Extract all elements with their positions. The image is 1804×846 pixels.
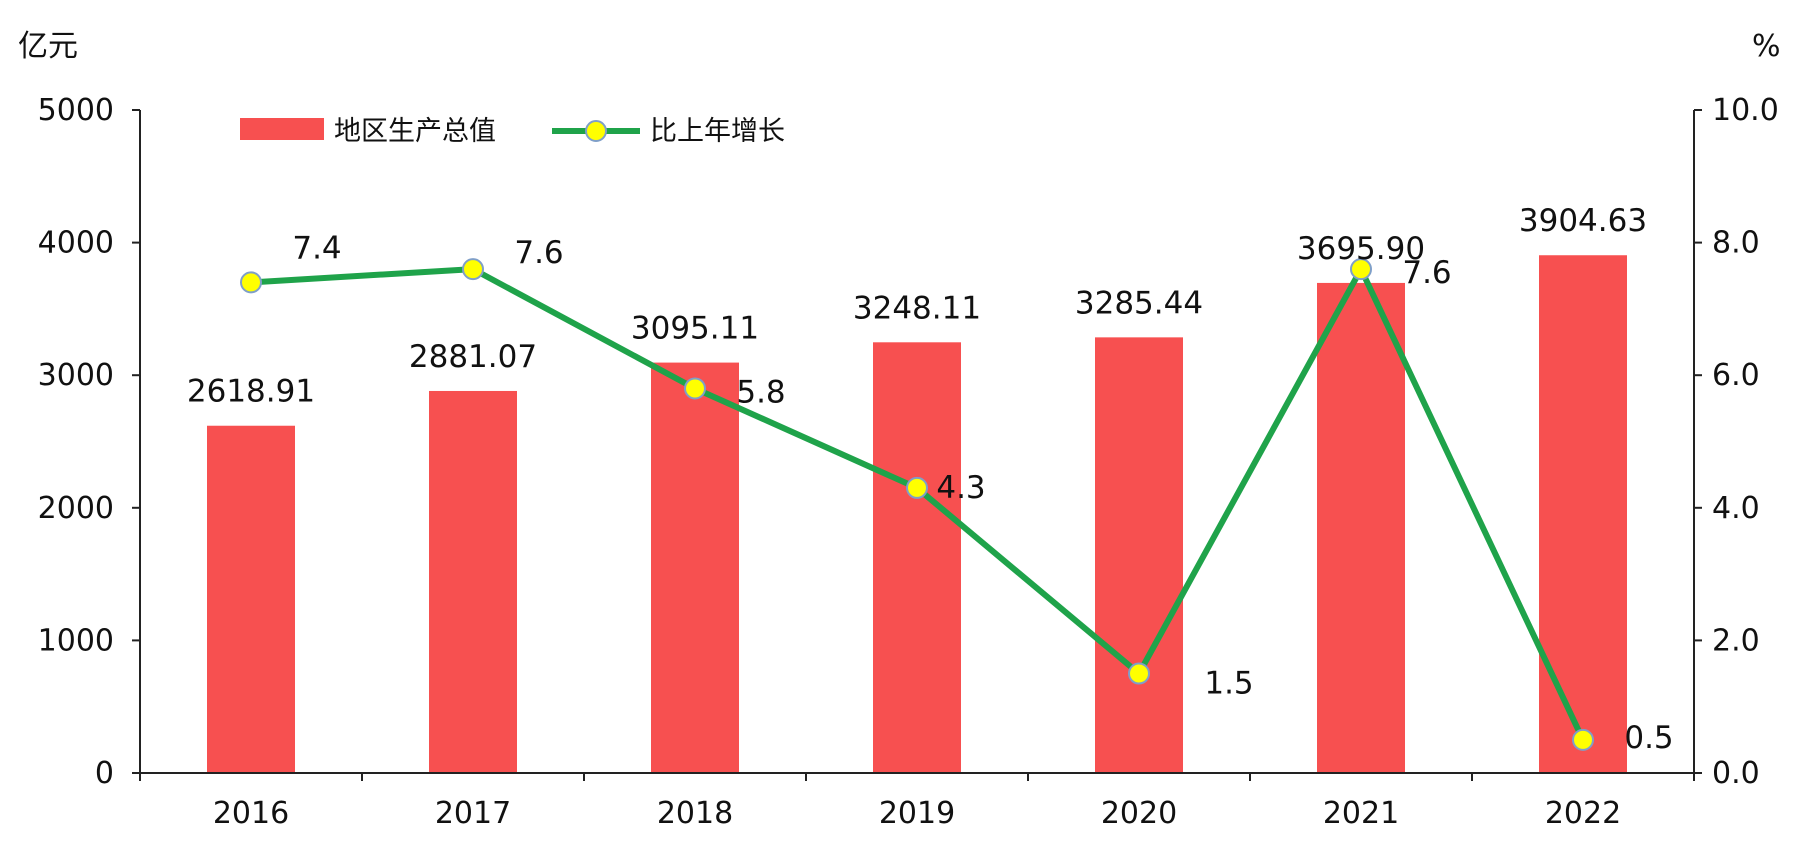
bar-value-label: 3285.44 — [1075, 285, 1203, 321]
growth-value-label: 4.3 — [936, 470, 985, 506]
data-labels: 2618.91 2881.07 3095.11 3248.11 3285.44 3695.… — [187, 203, 1674, 756]
bar-2018 — [651, 362, 739, 773]
y-right-tick-label: 4.0 — [1712, 491, 1760, 526]
line-series — [240, 258, 1594, 751]
x-tick-label: 2017 — [435, 796, 511, 831]
x-tick-label: 2019 — [879, 796, 955, 831]
x-tick-label: 2020 — [1101, 796, 1177, 831]
y-right-tick-label: 6.0 — [1712, 358, 1760, 393]
bar-value-label: 3248.11 — [853, 290, 981, 326]
x-tick-label: 2018 — [657, 796, 733, 831]
y-left-tick-label: 5000 — [38, 93, 114, 128]
bar-2019 — [873, 342, 961, 773]
bar-2017 — [429, 390, 517, 773]
legend-swatch-bar — [240, 118, 324, 140]
y-right-tick-label: 8.0 — [1712, 226, 1760, 261]
growth-marker-2019 — [906, 476, 928, 499]
bar-2022 — [1539, 255, 1627, 773]
bar-value-label: 3904.63 — [1519, 203, 1647, 239]
x-tick-label: 2021 — [1323, 796, 1399, 831]
growth-marker-2021 — [1350, 258, 1372, 281]
bar-2020 — [1095, 337, 1183, 773]
growth-value-label: 5.8 — [736, 374, 785, 410]
growth-value-label: 7.6 — [514, 235, 563, 271]
y-left-tick-label: 4000 — [38, 226, 114, 261]
y-left-tick-label: 3000 — [38, 358, 114, 393]
legend: 地区生产总值 比上年增长 — [240, 116, 785, 147]
y-left-tick-label: 0 — [95, 756, 114, 791]
legend-label-line: 比上年增长 — [650, 116, 785, 147]
y-right-tick-label: 0.0 — [1712, 756, 1760, 791]
growth-marker-2016 — [240, 271, 262, 294]
right-axis-unit: % — [1752, 29, 1781, 64]
growth-marker-2017 — [462, 258, 484, 281]
x-tick-label: 2022 — [1545, 796, 1621, 831]
left-axis-unit: 亿元 — [18, 29, 78, 64]
bar-value-label: 3695.90 — [1297, 231, 1425, 267]
y-right-tick-label: 10.0 — [1712, 93, 1779, 128]
bar-value-label: 2618.91 — [187, 374, 315, 410]
growth-marker-2022 — [1572, 728, 1594, 751]
growth-value-label: 1.5 — [1204, 666, 1253, 702]
growth-value-label: 7.4 — [292, 230, 341, 266]
bar-value-label: 2881.07 — [409, 339, 537, 375]
y-left-tick-label: 2000 — [38, 491, 114, 526]
legend-label-bar: 地区生产总值 — [334, 116, 496, 147]
growth-value-label: 0.5 — [1624, 720, 1673, 756]
axes: 0 1000 2000 3000 4000 5000 0.0 2.0 4.0 6.0 8.0 10.0… — [38, 93, 1779, 831]
growth-marker-2018 — [684, 377, 706, 400]
legend-marker — [585, 120, 607, 142]
growth-marker-2020 — [1128, 662, 1150, 685]
growth-value-label: 7.6 — [1402, 255, 1451, 291]
bar-2021 — [1317, 282, 1405, 773]
bar-value-label: 3095.11 — [631, 311, 759, 347]
y-right-tick-label: 2.0 — [1712, 623, 1760, 658]
bar-2016 — [207, 425, 295, 773]
x-tick-label: 2016 — [213, 796, 289, 831]
y-left-tick-label: 1000 — [38, 623, 114, 658]
bar-series — [207, 255, 1627, 773]
